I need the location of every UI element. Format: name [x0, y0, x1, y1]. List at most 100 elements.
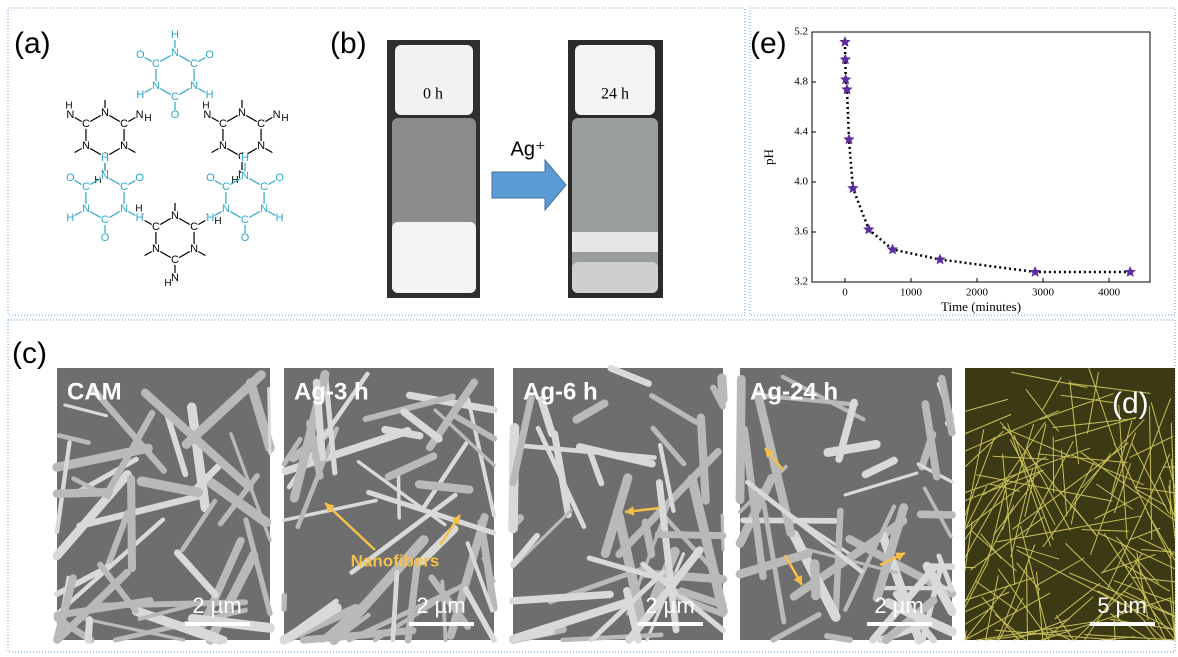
fiber [740, 379, 741, 500]
atom: C [190, 221, 198, 233]
atom: N [190, 80, 198, 92]
y-tick-label: 3.2 [794, 276, 808, 288]
atom-bg [135, 253, 145, 263]
structure: NCNHNCNHNCNHNCNHNCNHNCNHNCNHNCNHNCNHNHCO… [65, 29, 288, 289]
scale-bar [867, 622, 932, 626]
point [847, 182, 858, 193]
fiber [836, 511, 841, 612]
y-tick-label: 4.8 [794, 76, 808, 88]
sem-label: Ag-6 h [523, 378, 598, 405]
x-tick-label: 1000 [900, 287, 923, 299]
atom: O [171, 109, 180, 121]
annotation: Nanofibers [351, 551, 440, 570]
fiber [419, 484, 469, 489]
atom-bg [205, 253, 215, 263]
atom: N [260, 203, 268, 215]
atom: N [120, 203, 128, 215]
fiber [921, 514, 952, 515]
page: {"panels": {"a": "(a)", "b": "(b)", "c":… [0, 0, 1178, 657]
panel-label: (d) [1112, 387, 1149, 420]
atom: N [152, 243, 160, 255]
chart: 3.23.64.04.44.85.201000200030004000Time … [761, 26, 1150, 314]
atom: H [206, 89, 214, 101]
panel-label: (a) [14, 27, 51, 60]
atom: C [222, 181, 230, 193]
atom: C [120, 181, 128, 193]
scale-bar [409, 622, 474, 626]
x-tick-label: 2000 [966, 287, 989, 299]
point [934, 254, 945, 265]
sem-panels: 2 µmCAM2 µmAg-3 h2 µmAg-6 h2 µmAg-24 h5 … [57, 368, 1175, 640]
atom: N [120, 140, 128, 152]
trend-line [845, 42, 1130, 272]
scale-label: 2 µm [192, 593, 241, 618]
atom: C [82, 181, 90, 193]
y-tick-label: 4.0 [794, 176, 808, 188]
atom-bg [135, 150, 145, 160]
atom: H [136, 212, 144, 224]
atom: H [206, 212, 214, 224]
atom: O [66, 172, 75, 184]
atom: O [206, 172, 215, 184]
atom: H [136, 89, 144, 101]
x-tick-label: 3000 [1032, 287, 1055, 299]
x-axis-label: Time (minutes) [941, 299, 1021, 314]
fiber [131, 479, 132, 568]
fiber [269, 388, 270, 453]
atom: H [66, 212, 74, 224]
atom: O [241, 232, 250, 244]
atom: N [171, 47, 179, 59]
atom: H [214, 216, 221, 227]
atom: H [276, 212, 284, 224]
atom: N [152, 80, 160, 92]
atom: N [190, 243, 198, 255]
atom: H [202, 101, 209, 112]
atom-bg [272, 150, 282, 160]
y-tick-label: 4.4 [794, 126, 808, 138]
atom: O [136, 49, 145, 61]
atom: H [164, 278, 171, 289]
vial-band [572, 232, 658, 252]
atom: C [219, 118, 227, 130]
atom: C [120, 118, 128, 130]
scale-bar [1090, 622, 1155, 626]
atom: N [222, 203, 230, 215]
x-tick-label: 4000 [1098, 287, 1121, 299]
fiber [815, 564, 816, 596]
plot-frame [812, 32, 1150, 282]
atom: C [152, 58, 160, 70]
scale-label: 2 µm [874, 593, 923, 618]
panel-label: (c) [12, 337, 47, 370]
vial-cap [575, 45, 655, 115]
atom: H [241, 152, 249, 164]
atom: H [171, 29, 179, 41]
atom: N [171, 210, 179, 222]
atom: H [65, 101, 72, 112]
atom: N [257, 140, 265, 152]
arrow [492, 160, 566, 210]
scale-label: 2 µm [416, 593, 465, 618]
figure: (a) (b) (e) (c) 0 h 24 h Ag⁺ NCNHNCNHNCN… [0, 0, 1178, 657]
atom: O [205, 49, 214, 61]
atom: N [219, 140, 227, 152]
atom: C [257, 118, 265, 130]
atom-bg [100, 90, 110, 100]
panel-frame [750, 8, 1175, 315]
atom: C [241, 214, 249, 226]
atom-bg [170, 193, 180, 203]
point [1029, 266, 1040, 277]
atom: N [273, 109, 281, 121]
point [1124, 266, 1135, 277]
sem-label: Ag-24 h [750, 378, 838, 405]
fiber [722, 378, 723, 399]
sem-label: CAM [67, 378, 122, 405]
vial-suspension [392, 222, 476, 293]
atom-bg [65, 150, 75, 160]
atom: N [101, 107, 109, 119]
fiber [57, 492, 109, 494]
sem-label: Ag-3 h [294, 378, 369, 405]
atom: N [82, 203, 90, 215]
fiber [88, 620, 89, 640]
reagent-label: Ag⁺ [510, 138, 545, 160]
scale-label: 2 µm [645, 593, 694, 618]
